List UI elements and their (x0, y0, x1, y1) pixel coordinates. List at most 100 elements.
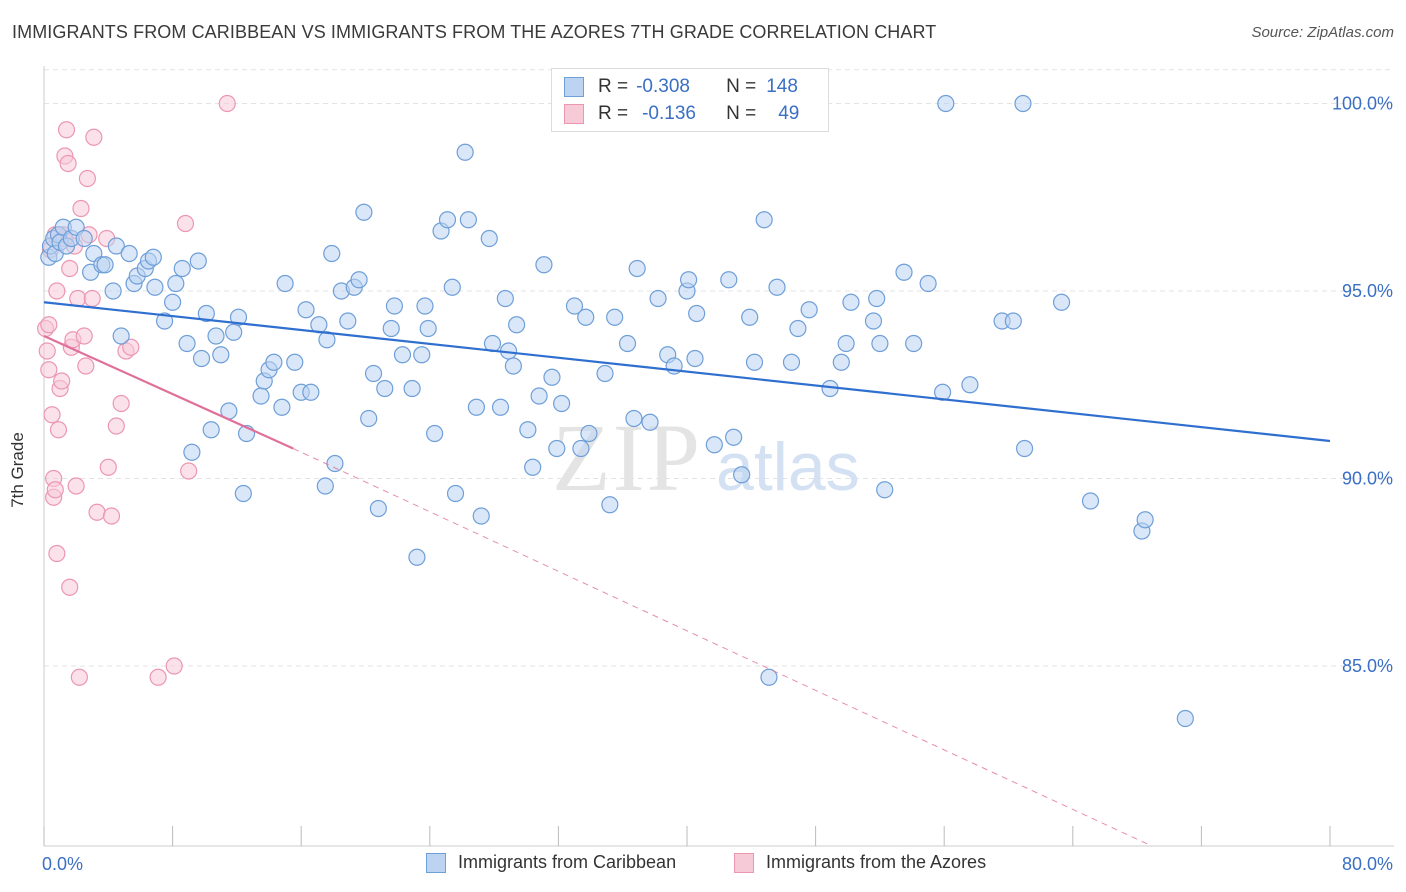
caribbean-point (376, 379, 394, 398)
axes (43, 66, 1394, 847)
caribbean-point (155, 312, 174, 330)
caribbean-point (895, 263, 913, 281)
azores-point (149, 668, 167, 686)
y-tick-label: 85.0% (1342, 656, 1393, 676)
caribbean-point (519, 421, 537, 439)
caribbean-point (104, 282, 122, 300)
azores-point (46, 481, 64, 499)
caribbean-point (789, 319, 807, 338)
azores-point (70, 668, 88, 686)
caribbean-point (408, 548, 426, 566)
caribbean-point (864, 312, 883, 330)
caribbean-point (146, 278, 164, 296)
caribbean-point (548, 439, 566, 458)
series-azores-points (37, 94, 236, 686)
legend-row-azores: R = -0.136 N = 49 (564, 102, 799, 126)
caribbean-point (443, 278, 461, 296)
caribbean-point (120, 244, 138, 263)
caribbean-point (192, 349, 211, 368)
azores-point (38, 342, 56, 360)
caribbean-point (782, 353, 801, 371)
caribbean-point (961, 376, 979, 394)
caribbean-point (919, 274, 937, 293)
caribbean-point (745, 353, 764, 371)
correlation-legend: R = -0.308 N = 148 R = -0.136 N = 49 (551, 68, 829, 132)
caribbean-point (491, 398, 510, 416)
caribbean-point (628, 259, 646, 278)
caribbean-point (229, 308, 248, 326)
caribbean-point (446, 484, 465, 503)
caribbean-point (350, 271, 368, 289)
caribbean-point (107, 237, 125, 255)
azores-point (69, 289, 87, 308)
caribbean-point (601, 496, 619, 514)
caribbean-point (680, 271, 698, 289)
caribbean-point (596, 364, 614, 383)
azores-point (107, 417, 125, 435)
y-tick-label: 100.0% (1332, 94, 1393, 114)
caribbean-trend-line (43, 301, 1331, 443)
caribbean-point (459, 211, 477, 229)
caribbean-point (1081, 492, 1100, 510)
legend-swatch-azores (734, 852, 754, 873)
watermark: ZIP atlas (552, 404, 860, 511)
caribbean-point (202, 421, 220, 439)
legend-item-caribbean: Immigrants from Caribbean (426, 852, 676, 873)
azores-point (48, 544, 66, 563)
caribbean-point (403, 379, 421, 398)
legend-r-value: -0.136 (642, 103, 696, 124)
caribbean-point (577, 308, 595, 326)
source-label: Source: ZipAtlas.com (1251, 24, 1394, 41)
caribbean-point (167, 274, 185, 293)
azores-point (85, 128, 103, 146)
caribbean-point (276, 274, 294, 293)
azores-trend-extension (292, 448, 1153, 847)
caribbean-point (686, 349, 704, 368)
azores-point (61, 578, 79, 596)
caribbean-point (164, 293, 182, 311)
caribbean-point (173, 259, 191, 278)
caribbean-point (456, 143, 474, 161)
caribbean-point (1015, 439, 1034, 458)
caribbean-point (572, 439, 590, 458)
legend-r-value: -0.308 (636, 76, 690, 97)
caribbean-point (96, 256, 114, 274)
caribbean-point (741, 308, 759, 326)
azores-trend-line (43, 334, 294, 450)
caribbean-point (189, 252, 207, 270)
caribbean-point (800, 301, 818, 319)
caribbean-point (75, 229, 93, 248)
x-tick-label: 80.0% (1342, 854, 1393, 874)
caribbean-point (720, 271, 738, 289)
caribbean-point (876, 481, 894, 499)
caribbean-point (1014, 94, 1032, 113)
legend-n-label: N = (726, 103, 757, 124)
series-caribbean-points (40, 94, 1194, 728)
azores-point (57, 121, 76, 139)
caribbean-point (760, 668, 778, 686)
caribbean-point (369, 499, 387, 518)
caribbean-point (212, 346, 230, 364)
chart-title: IMMIGRANTS FROM CARIBBEAN VS IMMIGRANTS … (12, 22, 937, 42)
azores-point (176, 214, 195, 233)
azores-point (40, 316, 58, 334)
legend-label-caribbean: Immigrants from Caribbean (458, 852, 677, 872)
caribbean-point (524, 458, 542, 476)
caribbean-point (641, 413, 659, 431)
caribbean-point (937, 94, 955, 113)
azores-point (75, 327, 93, 345)
caribbean-point (832, 353, 850, 371)
caribbean-point (112, 327, 130, 345)
azores-point (49, 421, 68, 439)
caribbean-point (360, 409, 378, 428)
caribbean-point (755, 211, 773, 229)
caribbean-point (530, 387, 548, 405)
grid-lines (44, 69, 1394, 667)
caribbean-point (302, 383, 320, 401)
caribbean-point (197, 304, 215, 323)
azores-point (112, 394, 130, 413)
legend-r-label: R = (598, 103, 629, 124)
caribbean-point (426, 424, 444, 443)
caribbean-point (273, 398, 291, 416)
azores-point (59, 154, 77, 173)
